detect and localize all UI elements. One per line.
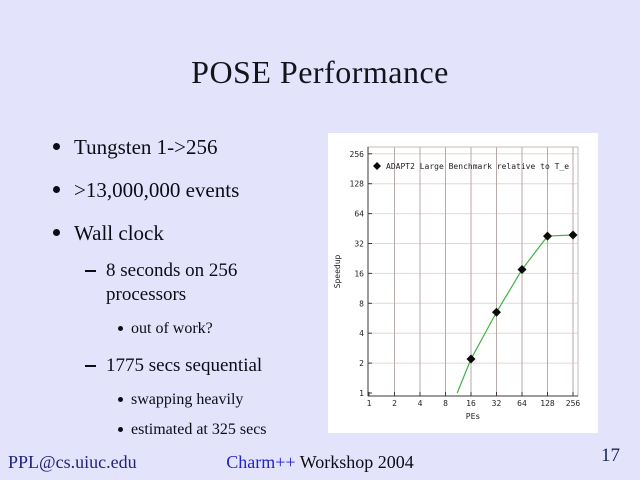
- speedup-chart: 1 2 4 8 16 32 64 128 256 1 2 4 8 16 32 64 128 256 PEs Speed…: [333, 146, 581, 421]
- bullet-text: swapping heavily: [131, 391, 244, 408]
- dash-icon: [85, 270, 96, 272]
- svg-text:16: 16: [466, 399, 476, 408]
- bullet-text: Wall clock: [74, 221, 164, 245]
- list-item: swapping heavily: [118, 389, 324, 410]
- svg-text:64: 64: [517, 399, 527, 408]
- footer-workshop: Charm++ Workshop 2004: [0, 452, 640, 473]
- list-item: estimated at 325 secs: [118, 419, 324, 440]
- svg-text:256: 256: [566, 399, 581, 408]
- dash-icon: [85, 365, 96, 367]
- footer-workshop-text: Workshop 2004: [295, 452, 414, 472]
- diamond-marker-icon: [466, 354, 476, 364]
- y-axis-label: Speedup: [333, 254, 342, 288]
- chart-panel: 1 2 4 8 16 32 64 128 256 1 2 4 8 16 32 64 128 256 PEs Speed…: [328, 133, 598, 433]
- bullet-text: >13,000,000 events: [74, 178, 240, 202]
- chart-ticks: 1 2 4 8 16 32 64 128 256 1 2 4 8 16 32 64 128 256: [350, 150, 581, 408]
- diamond-marker-icon: [517, 265, 527, 275]
- page-title: POSE Performance: [191, 54, 449, 90]
- bullet-list: Tungsten 1->256 >13,000,000 events Wall …: [52, 134, 324, 449]
- list-item: 1775 secs sequential: [85, 354, 324, 378]
- chart-legend: ADAPT2 Large Benchmark relative to T_e: [373, 162, 569, 171]
- diamond-marker-icon: [543, 231, 552, 241]
- svg-text:1: 1: [367, 399, 372, 408]
- list-item: out of work?: [118, 318, 324, 339]
- svg-text:2: 2: [359, 359, 364, 368]
- bullet-icon: [118, 427, 123, 432]
- svg-text:64: 64: [354, 210, 364, 219]
- bullet-icon: [118, 397, 123, 402]
- svg-text:4: 4: [359, 329, 364, 338]
- svg-text:32: 32: [354, 240, 364, 249]
- svg-text:8: 8: [443, 399, 448, 408]
- svg-text:128: 128: [540, 399, 555, 408]
- list-item: 8 seconds on 256 processors: [85, 259, 324, 307]
- bullet-text: out of work?: [131, 320, 213, 337]
- charm-link[interactable]: Charm++: [226, 452, 296, 472]
- bullet-text: Tungsten 1->256: [74, 135, 218, 159]
- bullet-icon: [53, 143, 60, 150]
- page-number: 17: [601, 445, 620, 466]
- svg-text:128: 128: [350, 180, 365, 189]
- diamond-marker-icon: [492, 307, 501, 317]
- series-line: [456, 234, 574, 394]
- bullet-icon: [53, 229, 60, 236]
- svg-text:32: 32: [492, 399, 502, 408]
- svg-text:1: 1: [359, 389, 364, 398]
- list-item: >13,000,000 events: [52, 177, 324, 203]
- bullet-text: estimated at 325 secs: [131, 421, 267, 438]
- diamond-icon: [373, 162, 381, 170]
- svg-text:256: 256: [350, 150, 365, 159]
- svg-text:2: 2: [392, 399, 397, 408]
- chart-frame: [367, 146, 579, 397]
- svg-text:16: 16: [354, 269, 364, 278]
- list-item: Wall clock: [52, 220, 324, 246]
- list-item: Tungsten 1->256: [52, 134, 324, 160]
- bullet-icon: [53, 186, 60, 193]
- svg-text:ADAPT2 Large Benchmark relativ: ADAPT2 Large Benchmark relative to T_e: [386, 162, 569, 171]
- x-axis-label: PEs: [466, 412, 481, 421]
- svg-text:4: 4: [418, 399, 423, 408]
- diamond-marker-icon: [568, 230, 578, 240]
- bullet-icon: [118, 326, 123, 331]
- bullet-text: 8 seconds on 256 processors: [106, 260, 238, 305]
- footer-email: PPL@cs.uiuc.edu: [8, 452, 137, 472]
- svg-text:8: 8: [359, 299, 364, 308]
- bullet-text: 1775 secs sequential: [106, 355, 263, 376]
